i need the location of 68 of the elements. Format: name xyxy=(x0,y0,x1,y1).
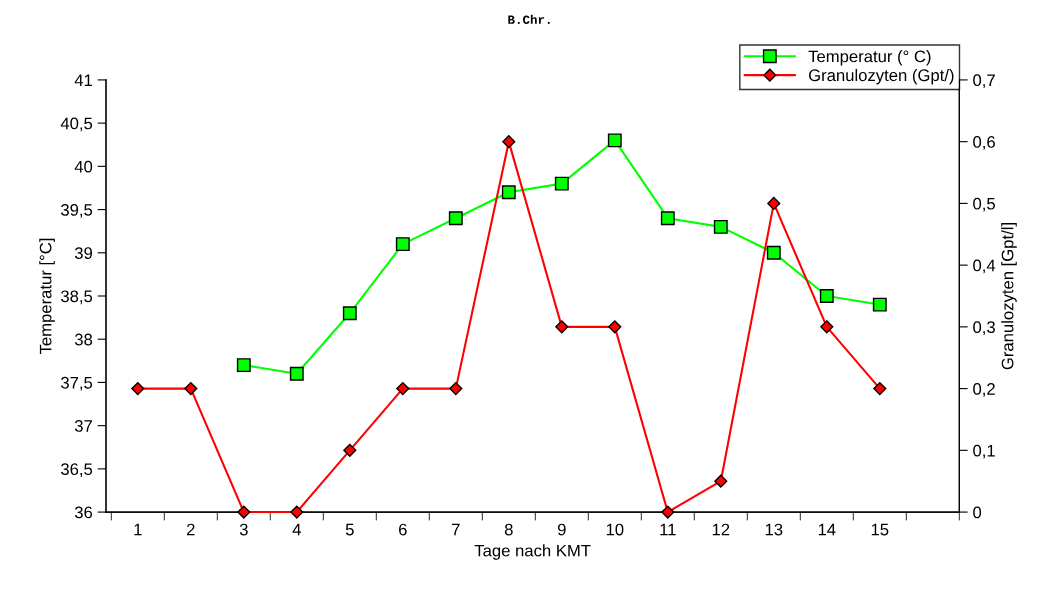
x-tick-label: 9 xyxy=(557,523,566,536)
x-tick-label: 12 xyxy=(712,523,730,536)
legend-label: Granulozyten (Gpt/) xyxy=(808,68,954,85)
x-tick-label: 15 xyxy=(871,523,889,536)
x-tick-label: 8 xyxy=(504,523,513,536)
y2-tick-label: 0,3 xyxy=(973,321,995,336)
x-tick-label: 11 xyxy=(660,523,676,536)
point xyxy=(184,382,198,396)
x-tick-label: 1 xyxy=(134,523,142,536)
x-tick-label: 14 xyxy=(818,523,836,536)
y-tick-label: 41 xyxy=(74,74,92,86)
y2-tick-label: 0,4 xyxy=(973,259,996,274)
x-tick-label: 13 xyxy=(765,523,783,536)
y2-tick-label: 0,6 xyxy=(973,136,995,150)
point xyxy=(237,505,251,519)
point xyxy=(342,306,357,321)
y-tick-label: 40,5 xyxy=(60,117,93,132)
x-tick-label: 7 xyxy=(452,523,460,536)
y-tick-label: 39,5 xyxy=(61,203,93,218)
point xyxy=(343,443,357,457)
x-tick-label: 5 xyxy=(345,523,354,536)
x-tick-label: 4 xyxy=(292,523,301,536)
point xyxy=(131,382,145,396)
x-axis-title: Tage nach KMT xyxy=(474,544,591,560)
point xyxy=(873,382,887,396)
point xyxy=(502,135,516,149)
chart-title: B.Chr. xyxy=(508,14,550,24)
y-tick-label: 38,5 xyxy=(61,290,93,305)
legend-label: Temperatur (° C) xyxy=(808,50,931,66)
point xyxy=(820,320,834,334)
y-tick-label: 37 xyxy=(74,420,92,432)
y2-tick-label: 0,2 xyxy=(973,383,995,397)
y2-tick-label: 0,7 xyxy=(973,74,995,89)
point xyxy=(554,176,569,191)
point xyxy=(555,320,569,334)
point xyxy=(501,185,516,200)
y-tick-label: 40 xyxy=(74,160,93,173)
y-tick-label: 38 xyxy=(74,333,93,346)
point xyxy=(872,297,887,312)
y-tick-label: 36 xyxy=(74,506,93,519)
point xyxy=(395,237,410,252)
y-tick-label: 36,5 xyxy=(61,463,93,478)
y2-axis-title: Granulozyten [Gpt/l] xyxy=(1001,223,1017,370)
y2-tick-label: 0 xyxy=(973,506,982,519)
point xyxy=(660,211,675,226)
point xyxy=(396,382,410,396)
y-tick-label: 39 xyxy=(74,247,93,259)
point xyxy=(713,219,728,234)
point xyxy=(766,245,781,260)
x-tick-label: 10 xyxy=(606,523,624,536)
point xyxy=(290,505,304,519)
y-axis-title: Temperatur [°C] xyxy=(39,238,55,355)
y-tick-label: 37,5 xyxy=(61,376,93,391)
point xyxy=(289,366,304,381)
point xyxy=(607,133,622,148)
point xyxy=(449,382,463,396)
x-tick-label: 3 xyxy=(239,523,248,536)
point xyxy=(661,505,675,519)
y2-tick-label: 0,5 xyxy=(973,197,995,212)
point xyxy=(767,196,781,210)
point xyxy=(448,211,463,226)
point xyxy=(714,474,728,488)
point xyxy=(608,320,622,334)
point xyxy=(236,358,251,373)
x-tick-label: 2 xyxy=(187,523,195,536)
x-tick-label: 6 xyxy=(399,523,407,536)
point xyxy=(819,289,834,303)
y2-tick-label: 0,1 xyxy=(973,444,995,459)
